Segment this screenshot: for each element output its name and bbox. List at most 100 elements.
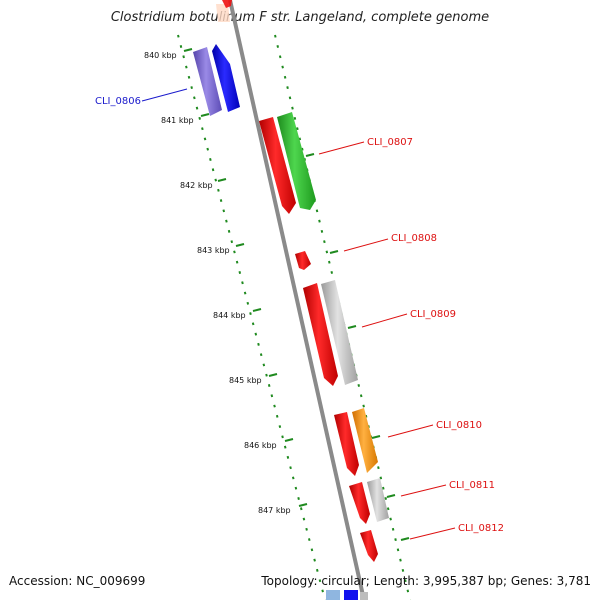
leader-cli-0807 [318, 141, 365, 155]
ruler-minor-tick [406, 589, 410, 593]
ruler-minor-tick [201, 127, 204, 131]
ruler-minor-tick [190, 86, 193, 90]
ruler-minor-tick [297, 497, 300, 500]
ruler-minor-tick [318, 579, 322, 583]
scale-label-841: 841 kbp [161, 116, 194, 125]
ruler-minor-tick [211, 168, 215, 172]
ruler-minor-tick [270, 394, 274, 398]
gene-arrow-top [222, 0, 232, 8]
ruler-minor-tick [254, 332, 258, 336]
gene-arrow-cli-0812 [360, 530, 378, 562]
gene-label-cli-0807[interactable]: CLI_0807 [367, 137, 413, 148]
ruler-major-tick [371, 435, 381, 439]
ruler-minor-tick [401, 568, 405, 572]
ruler-minor-tick [302, 517, 306, 521]
ruler-minor-tick [222, 209, 226, 213]
scale-label-840: 840 kbp [144, 51, 177, 60]
ruler-minor-tick [209, 158, 212, 161]
ruler-minor-tick [225, 219, 228, 223]
ruler-minor-tick [259, 353, 263, 357]
gene-arrow-cli-0809-red [303, 283, 338, 386]
ruler-minor-tick [187, 75, 191, 79]
ruler-major-tick [252, 308, 262, 312]
ruler-minor-tick [321, 589, 324, 593]
ruler-minor-tick [291, 476, 295, 480]
ruler-minor-tick [286, 86, 289, 90]
ruler-minor-tick [286, 455, 290, 459]
ruler-minor-tick [273, 404, 276, 408]
gene-arrow-cli-0810-red [334, 412, 359, 476]
ruler-minor-tick [275, 414, 279, 418]
ruler-minor-tick [325, 250, 329, 254]
ruler-minor-tick [379, 476, 383, 480]
ruler-minor-tick [328, 260, 331, 264]
ruler-minor-tick [296, 127, 299, 131]
gene-label-cli-0812[interactable]: CLI_0812 [458, 523, 504, 534]
gene-arrow-cli-0806-blue [212, 44, 240, 112]
gene-label-cli-0806[interactable]: CLI_0806 [95, 96, 141, 107]
ruler-major-tick [200, 113, 210, 117]
gene-arrow-cli-0810-orange [352, 408, 378, 473]
ruler-major-tick [268, 373, 278, 377]
ruler-minor-tick [182, 55, 185, 59]
gene-label-cli-0809[interactable]: CLI_0809 [410, 309, 456, 320]
gene-arrow-bottom-lightblue [326, 590, 340, 600]
ruler-major-tick [400, 537, 410, 541]
ruler-minor-tick [219, 199, 223, 203]
ruler-minor-tick [214, 178, 218, 182]
ruler-minor-tick [238, 271, 242, 274]
leader-cli-0809 [361, 313, 408, 328]
ruler-minor-tick [262, 363, 266, 367]
scale-label-842: 842 kbp [180, 181, 213, 190]
gene-arrow-cli-0811-red [349, 482, 370, 524]
ruler-minor-tick [235, 260, 239, 264]
gene-label-cli-0810[interactable]: CLI_0810 [436, 420, 482, 431]
ruler-minor-tick [377, 466, 380, 470]
ruler-minor-tick [310, 548, 314, 552]
ruler-minor-tick [265, 373, 268, 377]
accession-text: Accession: NC_009699 [9, 574, 146, 588]
gene-arrow-cli-0808 [295, 251, 311, 270]
ruler-minor-tick [386, 507, 390, 511]
ruler-minor-tick [241, 281, 244, 285]
ruler-minor-tick [243, 291, 247, 295]
gene-label-cli-0808[interactable]: CLI_0808 [391, 233, 437, 244]
ruler-major-tick [329, 250, 339, 254]
ruler-minor-tick [359, 394, 363, 398]
gene-arrow-cli-0807-green [277, 112, 316, 210]
ruler-minor-tick [185, 65, 188, 69]
gene-labels: CLI_0806 CLI_0807 CLI_0808 CLI_0809 CLI_… [95, 96, 504, 534]
ruler-minor-tick [299, 507, 303, 511]
ruler-minor-tick [281, 65, 284, 69]
ruler-minor-tick [293, 116, 297, 120]
ruler-minor-tick [278, 55, 282, 59]
gene-arrows [193, 0, 389, 600]
ruler-major-tick [298, 503, 308, 507]
gene-arrow-faded [216, 4, 230, 22]
ruler-minor-tick [315, 209, 319, 213]
gene-label-cli-0811[interactable]: CLI_0811 [449, 480, 495, 491]
ruler-minor-tick [301, 147, 304, 151]
ruler-major-tick [386, 494, 396, 498]
ruler-minor-tick [246, 301, 250, 305]
gene-arrow-cli-0806-purple [193, 47, 222, 116]
ruler-minor-tick [313, 558, 316, 562]
ruler-minor-tick [389, 517, 392, 521]
ruler-minor-tick [404, 579, 407, 583]
ruler-minor-tick [283, 445, 287, 449]
ruler-minor-tick [233, 250, 236, 254]
label-leaders [141, 88, 456, 540]
ruler-minor-tick [249, 312, 252, 316]
ruler-minor-tick [289, 466, 292, 470]
leader-cli-0806 [141, 88, 188, 102]
gene-arrow-cli-0809-grey [321, 280, 358, 385]
ruler-major-tick [347, 325, 357, 329]
ruler-major-tick [183, 48, 193, 52]
scale-label-846: 846 kbp [244, 441, 277, 450]
scale-label-845: 845 kbp [229, 376, 262, 385]
ruler-minor-tick [323, 240, 326, 244]
ruler-minor-tick [305, 527, 308, 531]
ruler-minor-tick [257, 342, 260, 346]
genome-summary-text: Topology: circular; Length: 3,995,387 bp… [261, 574, 591, 588]
